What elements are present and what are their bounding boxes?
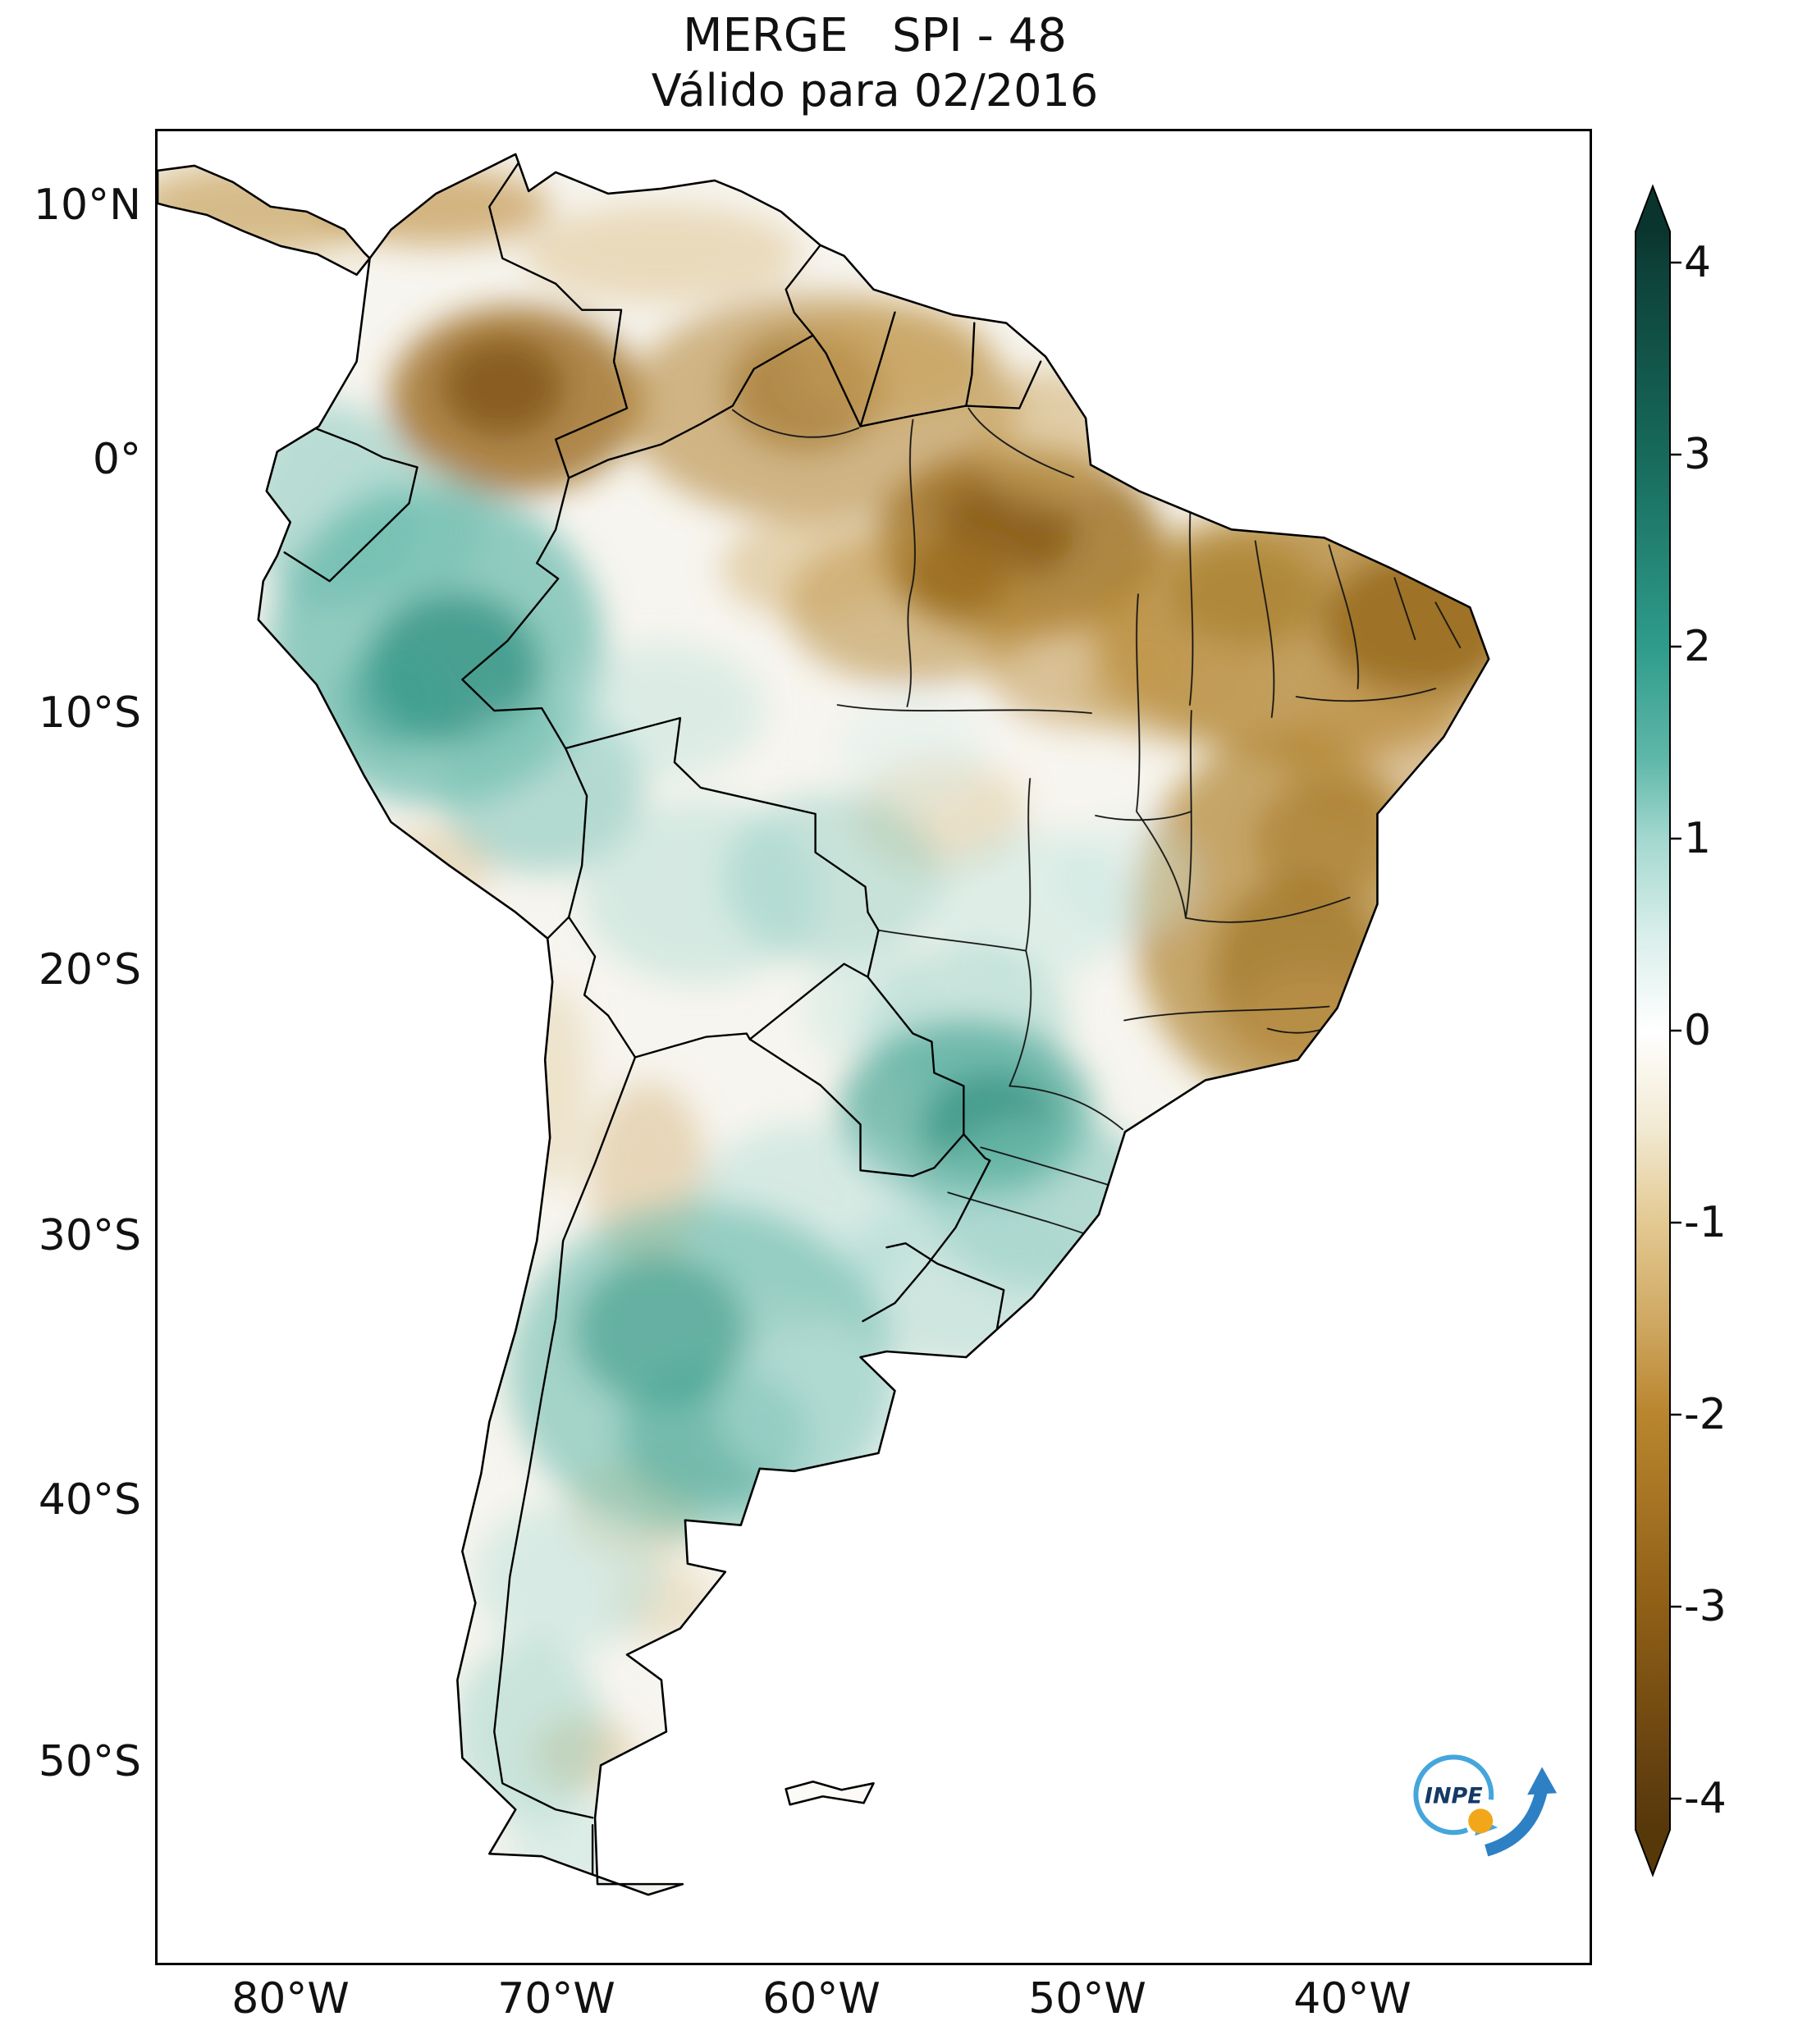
y-tick-40s: 40°S bbox=[38, 1475, 141, 1525]
x-tick-70w: 70°W bbox=[497, 1974, 615, 2023]
y-tick-10n: 10°N bbox=[33, 181, 141, 230]
colorbar-tick-marks bbox=[1670, 261, 1681, 1800]
inpe-logo: INPE bbox=[1413, 1754, 1558, 1857]
cb-tick-m1: -1 bbox=[1684, 1198, 1727, 1247]
y-tick-20s: 20°S bbox=[38, 945, 141, 995]
inpe-arrowhead-icon bbox=[1527, 1767, 1558, 1795]
state-borders bbox=[731, 407, 1462, 1239]
cb-tick-4: 4 bbox=[1684, 238, 1712, 287]
colorbar-gradient bbox=[1635, 184, 1671, 1877]
cb-tick-0: 0 bbox=[1684, 1006, 1712, 1055]
cb-tick-2: 2 bbox=[1684, 622, 1712, 671]
inpe-orange-dot-icon bbox=[1468, 1809, 1494, 1834]
figure-subtitle: Válido para 02/2016 bbox=[651, 65, 1099, 117]
x-tick-60w: 60°W bbox=[762, 1974, 881, 2023]
country-borders bbox=[283, 158, 1042, 1886]
inpe-logo-text: INPE bbox=[1425, 1783, 1483, 1809]
y-tick-50s: 50°S bbox=[38, 1737, 141, 1786]
cb-tick-3: 3 bbox=[1684, 430, 1712, 479]
x-tick-80w: 80°W bbox=[231, 1974, 350, 2023]
inpe-swirl-icon bbox=[1413, 1754, 1494, 1836]
cb-tick-1: 1 bbox=[1684, 814, 1712, 863]
y-tick-10s: 10°S bbox=[38, 688, 141, 738]
cb-tick-m2: -2 bbox=[1684, 1390, 1727, 1439]
x-tick-50w: 50°W bbox=[1028, 1974, 1146, 2023]
coastline bbox=[158, 153, 1490, 1896]
cb-tick-m3: -3 bbox=[1684, 1582, 1727, 1631]
plot-frame bbox=[155, 129, 1592, 1965]
falkland-islands bbox=[785, 1780, 875, 1806]
colorbar bbox=[1635, 184, 1681, 1877]
y-tick-0: 0° bbox=[92, 435, 141, 484]
y-tick-30s: 30°S bbox=[38, 1211, 141, 1260]
figure-title: MERGE SPI - 48 bbox=[683, 9, 1067, 62]
x-tick-40w: 40°W bbox=[1293, 1974, 1411, 2023]
inpe-arrow-icon bbox=[1484, 1786, 1549, 1857]
cb-tick-m4: -4 bbox=[1684, 1774, 1727, 1823]
map-canvas: INPE bbox=[158, 153, 1558, 1896]
